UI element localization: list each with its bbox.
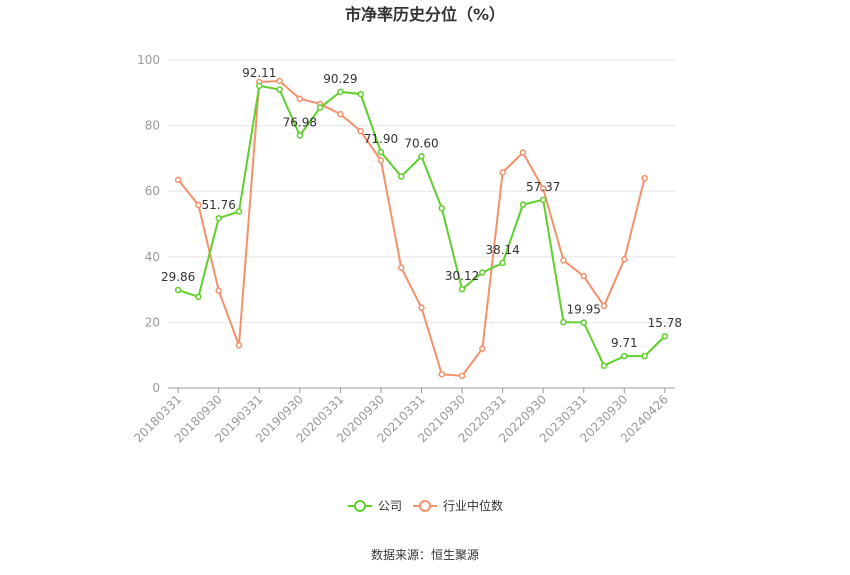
data-point[interactable] [458,372,466,380]
data-point[interactable] [539,185,547,192]
data-label: 76.98 [283,116,317,130]
legend: 公司 行业中位数 [348,498,503,513]
data-point[interactable] [519,201,527,208]
data-label: 30.12 [445,269,479,283]
y-tick-label: 40 [145,250,160,264]
data-point[interactable] [377,148,385,156]
data-point[interactable] [377,157,385,164]
data-label: 70.60 [404,136,438,150]
data-point[interactable] [479,269,486,276]
data-point[interactable] [276,77,283,85]
data-label: 92.11 [242,66,276,80]
data-point[interactable] [499,259,506,267]
data-point[interactable] [479,345,486,352]
data-label: 9.71 [611,336,638,350]
series-lines [174,77,669,380]
data-labels: 29.86 51.76 92.11 76.98 90.29 71.90 70.60 30.12… [161,66,682,350]
data-point[interactable] [215,287,222,294]
data-point[interactable] [438,370,446,378]
data-point[interactable] [438,205,446,212]
data-point[interactable] [357,90,364,98]
data-point[interactable] [357,127,364,135]
legend-item-company[interactable]: 公司 [348,499,402,513]
data-point[interactable] [195,201,202,209]
data-point[interactable] [337,110,344,118]
x-axis: 2018033120180930201903312019093020200331… [131,387,675,445]
legend-label-company: 公司 [378,499,402,513]
data-point[interactable] [641,174,648,182]
source-note: 数据来源：恒生聚源 [371,547,479,562]
data-point[interactable] [174,176,182,183]
data-point[interactable] [195,293,202,301]
data-point[interactable] [600,302,608,310]
data-point[interactable] [397,173,405,180]
y-axis-ticks: 0 20 40 60 80 100 [137,53,160,395]
data-point[interactable] [580,272,587,280]
data-point[interactable] [560,318,567,326]
y-tick-label: 80 [145,119,160,133]
data-point[interactable] [276,86,283,93]
y-tick-label: 0 [152,381,160,395]
data-label: 57.37 [526,180,560,194]
data-point[interactable] [458,285,466,293]
data-label: 71.90 [364,132,398,146]
data-label: 19.95 [567,303,601,317]
data-point[interactable] [661,332,669,340]
legend-marker-industry-median [419,500,431,512]
data-point[interactable] [580,319,587,326]
data-point[interactable] [418,304,425,311]
series-line-1 [177,79,646,377]
data-point[interactable] [621,256,628,263]
data-point[interactable] [316,104,324,111]
data-point[interactable] [296,132,304,139]
data-label: 90.29 [323,72,357,86]
data-point[interactable] [235,208,243,215]
legend-label-industry-median: 行业中位数 [443,498,503,513]
data-label: 51.76 [202,198,236,212]
data-point[interactable] [641,352,648,360]
legend-marker-company [354,500,366,512]
data-label: 15.78 [648,316,682,330]
chart-title: 市净率历史分位（%） [345,5,505,24]
y-tick-label: 60 [145,184,160,198]
legend-item-industry-median[interactable]: 行业中位数 [413,498,503,513]
data-point[interactable] [621,352,628,360]
data-point[interactable] [519,149,527,156]
data-point[interactable] [539,196,547,204]
data-label: 38.14 [485,243,519,257]
data-point[interactable] [397,264,405,271]
data-point[interactable] [174,286,182,294]
y-tick-label: 100 [137,53,160,67]
data-point[interactable] [337,88,344,96]
y-tick-label: 20 [145,315,160,329]
data-point[interactable] [600,362,608,369]
series-line-0 [177,84,666,368]
data-label: 29.86 [161,270,195,284]
data-point[interactable] [215,214,222,222]
data-point[interactable] [418,153,425,160]
data-point[interactable] [256,82,263,90]
data-point[interactable] [296,95,304,102]
data-point[interactable] [560,257,567,264]
data-point[interactable] [499,169,506,176]
data-point[interactable] [235,342,243,349]
